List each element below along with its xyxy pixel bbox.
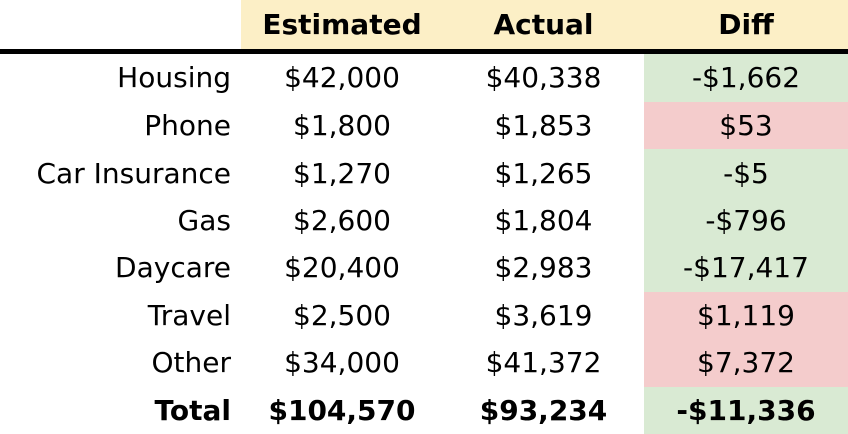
diff-value: $1,119 bbox=[644, 291, 848, 340]
row-label: Car Insurance bbox=[36, 156, 232, 190]
actual-value: $40,338 bbox=[485, 61, 602, 95]
estimated-total: $104,570 bbox=[268, 393, 416, 427]
estimated-value: $1,270 bbox=[293, 156, 391, 190]
estimated-value: $20,400 bbox=[284, 251, 400, 285]
table-row: Housing $42,000 $40,338 -$1,662 bbox=[0, 51, 848, 103]
actual-value: $3,619 bbox=[494, 298, 593, 332]
row-label: Gas bbox=[177, 204, 231, 238]
table-row: Other $34,000 $41,372 $7,372 bbox=[0, 339, 848, 387]
diff-value: -$5 bbox=[644, 149, 848, 197]
estimated-value: $1,800 bbox=[293, 109, 391, 143]
actual-value: $41,372 bbox=[485, 346, 602, 380]
header-row: Estimated Actual Diff bbox=[0, 0, 848, 54]
diff-value: -$796 bbox=[644, 196, 848, 245]
actual-value: $1,265 bbox=[494, 156, 593, 190]
header-actual: Actual bbox=[443, 0, 644, 54]
row-label: Total bbox=[154, 393, 232, 427]
diff-value: -$17,417 bbox=[644, 244, 848, 292]
diff-value: $53 bbox=[644, 102, 848, 150]
table-row: Car Insurance $1,270 $1,265 -$5 bbox=[0, 149, 848, 197]
actual-value: $2,983 bbox=[494, 251, 593, 285]
estimated-value: $2,600 bbox=[293, 204, 391, 238]
actual-total: $93,234 bbox=[479, 393, 608, 427]
row-label: Housing bbox=[117, 61, 231, 95]
row-label: Other bbox=[151, 346, 231, 380]
header-estimated: Estimated bbox=[241, 0, 443, 54]
row-label: Travel bbox=[147, 298, 231, 332]
actual-value: $1,853 bbox=[494, 109, 593, 143]
estimated-value: $2,500 bbox=[293, 298, 391, 332]
table-header: Estimated Actual Diff bbox=[0, 0, 848, 54]
header-blank bbox=[0, 0, 241, 54]
diff-value: $7,372 bbox=[644, 339, 848, 387]
estimated-value: $34,000 bbox=[284, 346, 400, 380]
total-row: Total $104,570 $93,234 -$11,336 bbox=[0, 386, 848, 434]
table-row: Phone $1,800 $1,853 $53 bbox=[0, 102, 848, 150]
header-diff: Diff bbox=[644, 0, 848, 54]
diff-total: -$11,336 bbox=[644, 386, 848, 434]
table-row: Daycare $20,400 $2,983 -$17,417 bbox=[0, 244, 848, 292]
row-label: Daycare bbox=[115, 251, 231, 285]
table-row: Travel $2,500 $3,619 $1,119 bbox=[0, 291, 848, 340]
estimated-value: $42,000 bbox=[284, 61, 400, 95]
diff-value: -$1,662 bbox=[644, 51, 848, 103]
table-row: Gas $2,600 $1,804 -$796 bbox=[0, 196, 848, 245]
actual-value: $1,804 bbox=[494, 204, 593, 238]
row-label: Phone bbox=[144, 109, 231, 143]
